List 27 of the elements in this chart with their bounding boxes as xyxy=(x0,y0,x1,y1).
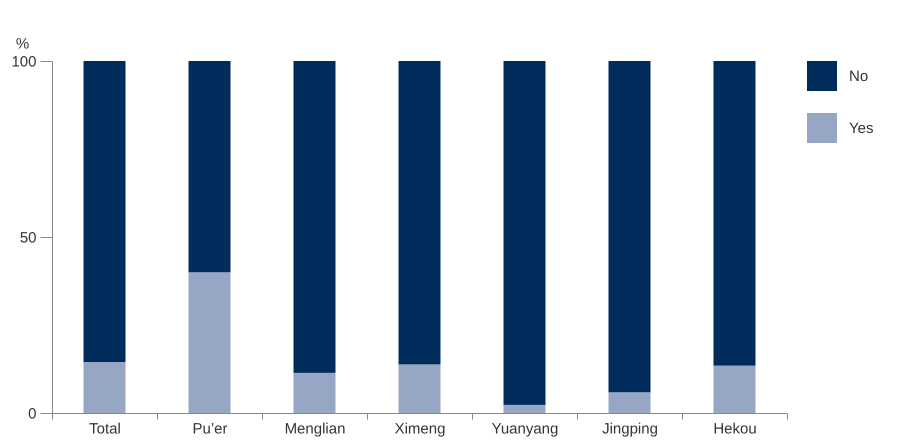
legend-label: Yes xyxy=(849,120,874,137)
x-tick-label: Hekou xyxy=(713,420,757,438)
bar xyxy=(84,61,126,362)
y-tick-label: 100 xyxy=(11,54,36,70)
y-axis-title: % xyxy=(16,36,30,52)
y-tick-label: 0 xyxy=(28,406,36,422)
bar xyxy=(714,61,756,366)
bar xyxy=(84,362,126,413)
bar xyxy=(398,61,440,364)
bar xyxy=(504,61,546,405)
bar xyxy=(294,61,336,373)
x-tick-label: Yuanyang xyxy=(492,420,558,438)
x-tick-label: Jingping xyxy=(602,420,658,438)
x-tick-label: Menglian xyxy=(284,420,346,438)
bar xyxy=(398,364,440,413)
bar xyxy=(714,365,756,413)
bar xyxy=(504,404,546,413)
x-tick-label: Ximeng xyxy=(394,420,446,438)
y-tick-label: 50 xyxy=(20,230,36,246)
bar xyxy=(188,272,230,413)
x-tick-label: Pu’er xyxy=(192,420,228,438)
bar xyxy=(608,392,650,413)
bar xyxy=(294,372,336,413)
bar xyxy=(608,61,650,392)
x-tick-label: Total xyxy=(89,420,121,438)
legend-label: No xyxy=(849,68,868,85)
bar xyxy=(188,61,230,272)
